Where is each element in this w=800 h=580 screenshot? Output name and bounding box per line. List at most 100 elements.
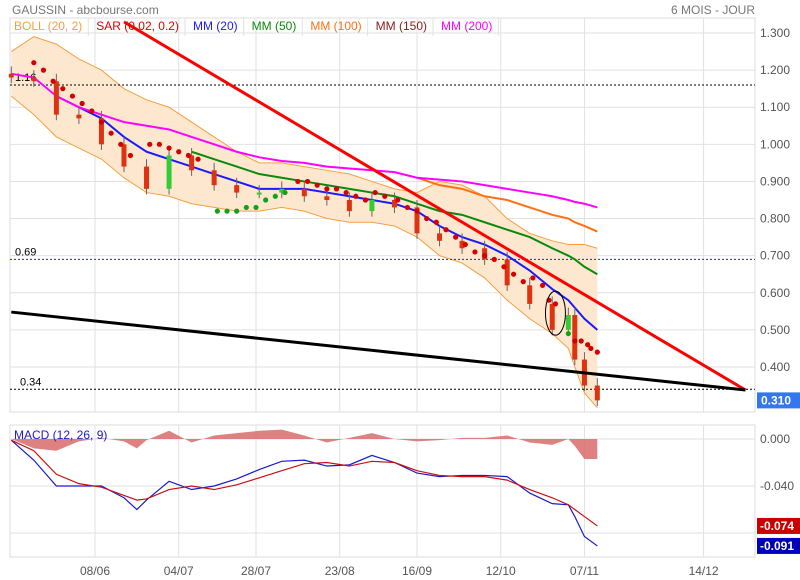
- candle-body: [346, 199, 352, 212]
- x-tick-label: 07/11: [570, 564, 599, 578]
- sar-dot: [324, 186, 330, 192]
- moving-average-100: [416, 176, 598, 233]
- sar-dot: [510, 271, 517, 277]
- macd-value-label: -0.091: [760, 539, 794, 553]
- x-tick-label: 16/09: [402, 564, 432, 578]
- y-tick-label: 0.600: [760, 286, 790, 300]
- level-label: 0.34: [20, 376, 41, 388]
- candle-body: [8, 73, 14, 78]
- sar-dot: [89, 108, 95, 114]
- y-tick-label: 0.800: [760, 212, 790, 226]
- sar-dot: [185, 152, 191, 159]
- y-tick-label: 1.000: [760, 137, 790, 151]
- sar-dot: [314, 182, 320, 188]
- candle-body: [594, 385, 600, 401]
- sar-dot: [362, 197, 369, 203]
- sar-dot: [501, 264, 507, 270]
- candle-body: [144, 166, 150, 189]
- sar-dot: [243, 204, 249, 211]
- trendline: [123, 20, 747, 392]
- sar-dot: [69, 93, 76, 99]
- sar-dot: [565, 330, 571, 337]
- candle-body: [437, 233, 443, 241]
- sar-dot: [234, 208, 240, 214]
- sar-dot: [414, 208, 420, 214]
- legend-item: MM (20): [193, 19, 238, 33]
- macd-histogram: [11, 429, 598, 459]
- candle-body: [53, 81, 59, 115]
- candle-body: [189, 155, 195, 171]
- sar-dot: [79, 100, 85, 107]
- x-tick-label: 14/12: [689, 564, 719, 578]
- x-tick-label: 08/06: [80, 564, 110, 578]
- sar-dot: [572, 338, 578, 344]
- candle-body: [459, 240, 465, 249]
- x-tick-label: 23/08: [325, 564, 355, 578]
- y-tick-label: 0.900: [760, 174, 790, 188]
- sar-dot: [176, 149, 182, 155]
- sar-dot: [147, 141, 153, 147]
- y-tick-label: 1.100: [760, 100, 790, 114]
- candle-body: [211, 170, 217, 186]
- legend-item: MM (150): [376, 19, 427, 33]
- macd-value-label: -0.074: [760, 519, 794, 533]
- candle-body: [234, 185, 240, 193]
- y-tick-label: 1.200: [760, 63, 790, 77]
- sar-dot: [118, 141, 124, 147]
- macd-panel: [9, 424, 756, 558]
- y-tick-label: 1.300: [760, 26, 790, 40]
- candle-body: [121, 144, 127, 167]
- sar-dot: [585, 342, 591, 348]
- sar-dot: [372, 189, 378, 196]
- sar-dot: [272, 193, 278, 199]
- sar-dot: [588, 345, 594, 352]
- chart-title: GAUSSIN - abcbourse.com: [12, 3, 159, 17]
- legend-item: MM (50): [252, 19, 297, 33]
- sar-dot: [127, 152, 134, 159]
- legend-item: MM (200): [441, 19, 492, 33]
- macd-title: MACD (12, 26, 9): [14, 428, 107, 442]
- x-tick-label: 12/10: [486, 564, 516, 578]
- sar-dot: [224, 208, 230, 214]
- last-price-badge: [757, 392, 800, 409]
- sar-dot: [395, 197, 401, 203]
- legend-item: BOLL (20, 2): [14, 19, 82, 33]
- sar-dot: [98, 119, 105, 125]
- candle-body: [414, 207, 420, 234]
- sar-dot: [263, 197, 269, 203]
- sar-dot: [195, 156, 201, 162]
- candle-body: [369, 199, 375, 212]
- sar-dot: [539, 282, 546, 288]
- candle-body: [301, 188, 307, 197]
- y-tick-label: 0.500: [760, 323, 790, 337]
- sar-dot: [50, 78, 56, 84]
- sar-dot: [482, 253, 488, 259]
- sar-dot: [552, 301, 559, 307]
- sar-dot: [31, 60, 37, 66]
- sar-dot: [443, 227, 449, 233]
- trendline: [11, 310, 746, 392]
- candle-body: [98, 118, 104, 145]
- candle-body: [279, 188, 285, 193]
- candle-body: [549, 303, 555, 330]
- x-tick-label: 04/07: [164, 564, 194, 578]
- legend-item: MM (100): [310, 19, 361, 33]
- y-tick-label: 0.400: [760, 360, 790, 374]
- macd-y-tick-label: 0.000: [760, 432, 790, 446]
- candle-body: [31, 77, 37, 82]
- bollinger-upper-line: [11, 36, 598, 249]
- candle-body: [572, 315, 578, 360]
- sar-dot: [282, 189, 288, 196]
- macd-value-badge: [757, 517, 800, 534]
- candle-body: [76, 114, 82, 119]
- sar-dot: [108, 130, 114, 136]
- last-price-label: 0.310: [761, 393, 791, 407]
- sar-dot: [353, 193, 359, 199]
- candle-body: [166, 155, 172, 189]
- legend-item: SAR (0.02, 0.2): [96, 19, 179, 33]
- sar-dot: [433, 219, 439, 225]
- level-label: 0.69: [15, 246, 36, 258]
- x-tick-label: 28/07: [241, 564, 271, 578]
- sar-dot: [472, 249, 478, 255]
